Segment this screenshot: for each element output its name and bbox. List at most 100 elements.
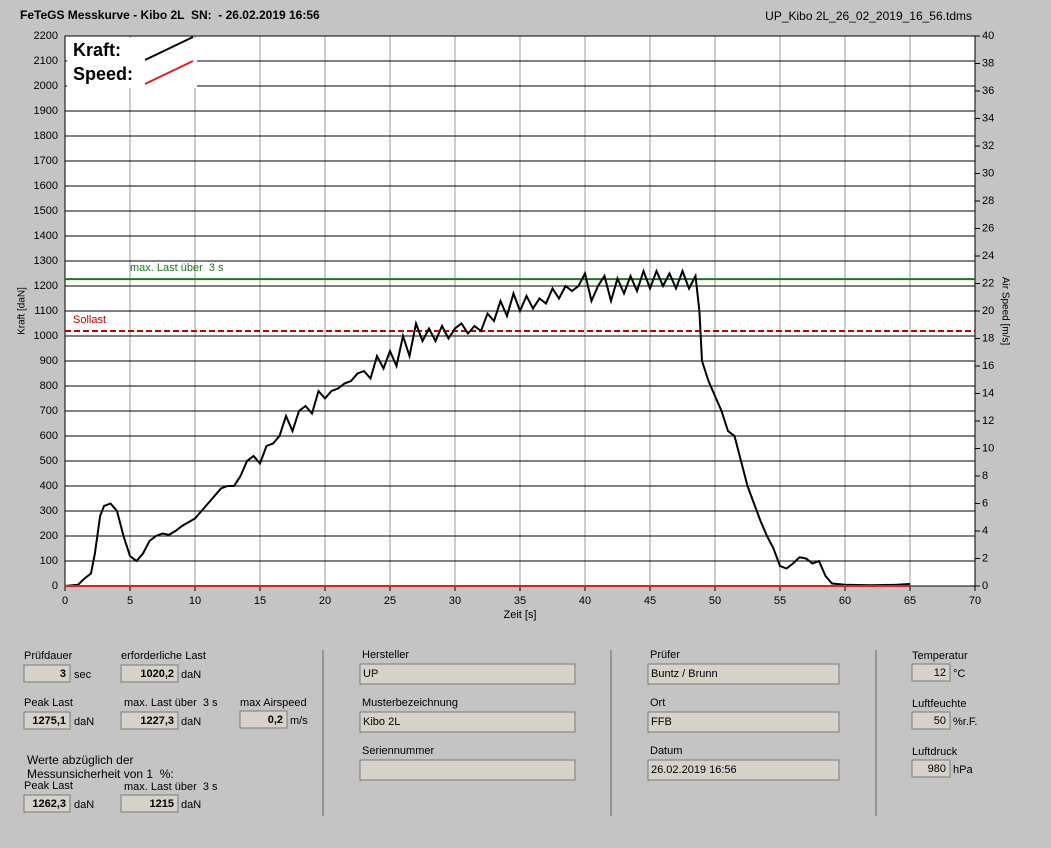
field-label: Hersteller [362, 649, 409, 661]
legend-swatch [144, 36, 194, 61]
y-tick-label: 2000 [34, 80, 58, 92]
field-label: max. Last über 3 s [124, 781, 218, 793]
y-tick-label: 800 [40, 380, 58, 392]
y-tick-label: 1300 [34, 255, 58, 267]
legend-label: Speed: [73, 64, 133, 84]
y2-tick-label: 38 [982, 57, 994, 69]
y2-tick-label: 32 [982, 140, 994, 152]
y2-tick-label: 24 [982, 250, 994, 262]
field-label: max. Last über 3 s [124, 697, 218, 709]
field-value: 980 [928, 763, 946, 775]
field-value: 12 [934, 667, 946, 679]
field-value: UP [363, 668, 378, 680]
field-value: 1275,1 [32, 715, 66, 727]
field-value: 1262,3 [32, 798, 66, 810]
field-label: Peak Last [24, 780, 73, 792]
field-label: Prüfdauer [24, 650, 73, 662]
y2-tick-label: 36 [982, 85, 994, 97]
y2-tick-label: 0 [982, 580, 988, 592]
field-value: 1020,2 [140, 668, 174, 680]
x-tick-label: 45 [644, 595, 656, 607]
field-box [647, 711, 840, 733]
field-label: erforderliche Last [121, 650, 206, 662]
field-box [23, 664, 71, 683]
y2-tick-label: 12 [982, 415, 994, 427]
field-unit: daN [181, 669, 201, 681]
field-unit: daN [181, 716, 201, 728]
reference-label: Sollast [73, 314, 106, 326]
x-tick-label: 70 [969, 595, 981, 607]
field-label: max Airspeed [240, 697, 307, 709]
field-unit: sec [74, 669, 92, 681]
reference-label: max. Last über 3 s [130, 262, 224, 274]
x-tick-label: 25 [384, 595, 396, 607]
field-box [359, 759, 576, 781]
y-tick-label: 1000 [34, 330, 58, 342]
y-tick-label: 2200 [34, 30, 58, 42]
y-tick-label: 600 [40, 430, 58, 442]
x-tick-label: 30 [449, 595, 461, 607]
legend-swatch [144, 60, 194, 85]
y-tick-label: 100 [40, 555, 58, 567]
field-value: Kibo 2L [363, 716, 400, 728]
y-tick-label: 1200 [34, 280, 58, 292]
field-box [911, 759, 951, 778]
y2-tick-label: 16 [982, 360, 994, 372]
note: Werte abzüglich der [27, 753, 134, 767]
y2-tick-label: 28 [982, 195, 994, 207]
y2-tick-label: 18 [982, 332, 994, 344]
field-value: 50 [934, 715, 946, 727]
x-tick-label: 65 [904, 595, 916, 607]
y-tick-label: 500 [40, 455, 58, 467]
field-box [23, 794, 71, 813]
x-axis-title: Zeit [s] [503, 609, 536, 621]
y2-tick-label: 10 [982, 442, 994, 454]
field-box [647, 759, 840, 781]
field-box [647, 663, 840, 685]
field-label: Prüfer [650, 649, 680, 661]
field-value: Buntz / Brunn [651, 668, 718, 680]
y2-tick-label: 20 [982, 305, 994, 317]
file-name: UP_Kibo 2L_26_02_2019_16_56.tdms [765, 9, 972, 23]
window-title: FeTeGS Messkurve - Kibo 2L SN: - 26.02.2… [20, 8, 320, 22]
y-tick-label: 700 [40, 405, 58, 417]
x-tick-label: 40 [579, 595, 591, 607]
field-value: 1215 [150, 798, 174, 810]
field-box [911, 711, 951, 730]
y-tick-label: 0 [52, 580, 58, 592]
y2-tick-label: 4 [982, 525, 988, 537]
note: Messunsicherheit von 1 %: [27, 767, 174, 781]
x-tick-label: 15 [254, 595, 266, 607]
y-tick-label: 1900 [34, 105, 58, 117]
y2-tick-label: 26 [982, 222, 994, 234]
y2-tick-label: 6 [982, 497, 988, 509]
series-line [64, 267, 911, 587]
y-axis-title: Kraft [daN] [17, 287, 28, 335]
field-value: 0,2 [268, 714, 283, 726]
y2-tick-label: 40 [982, 30, 994, 42]
field-unit: m/s [290, 715, 308, 727]
y-tick-label: 1600 [34, 180, 58, 192]
legend-label: Kraft: [73, 40, 121, 60]
field-value: 3 [60, 668, 66, 680]
field-unit: °C [953, 668, 965, 680]
field-unit: daN [74, 799, 94, 811]
field-box [120, 794, 179, 813]
field-box [23, 711, 71, 730]
field-label: Luftdruck [912, 746, 958, 758]
y2-tick-label: 14 [982, 387, 994, 399]
x-tick-label: 50 [709, 595, 721, 607]
y-tick-label: 1800 [34, 130, 58, 142]
field-box [120, 711, 179, 730]
x-tick-label: 55 [774, 595, 786, 607]
field-label: Ort [650, 697, 665, 709]
field-box [239, 710, 288, 729]
field-label: Luftfeuchte [912, 698, 966, 710]
y-tick-label: 200 [40, 530, 58, 542]
y-tick-label: 2100 [34, 55, 58, 67]
field-value: 26.02.2019 16:56 [651, 764, 737, 776]
field-label: Datum [650, 745, 682, 757]
y-tick-label: 300 [40, 505, 58, 517]
x-tick-label: 35 [514, 595, 526, 607]
y-tick-label: 1100 [34, 305, 58, 317]
